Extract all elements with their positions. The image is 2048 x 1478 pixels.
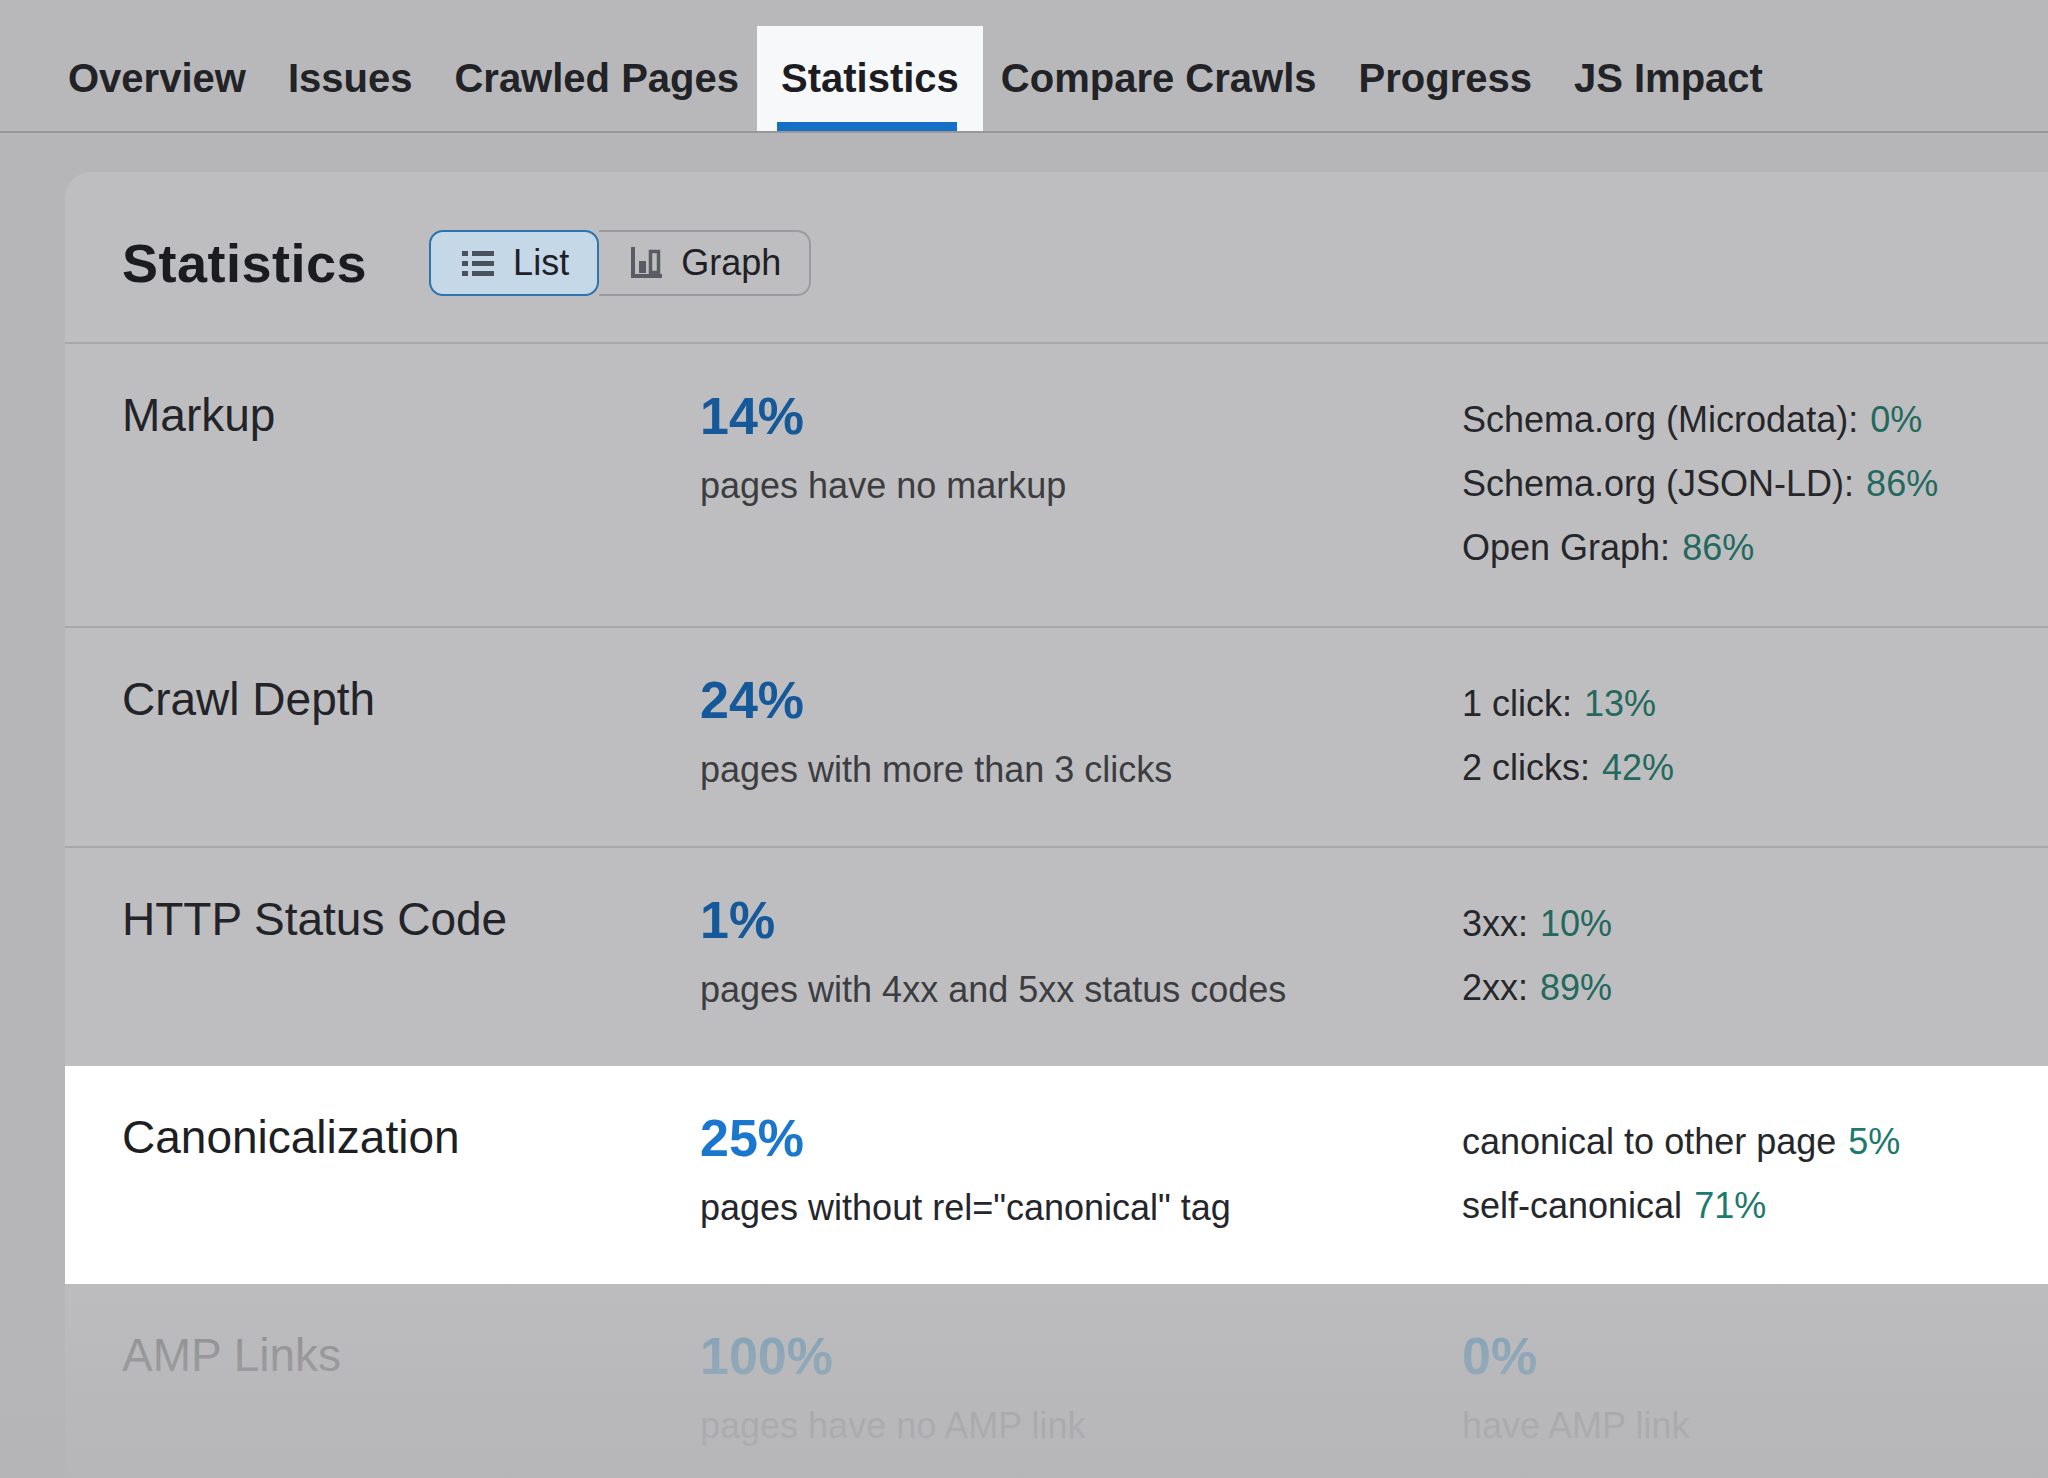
- detail-value-link[interactable]: 89%: [1540, 967, 1612, 1008]
- detail-value-link[interactable]: 5%: [1848, 1121, 1900, 1162]
- stat-row-canonicalization: Canonicalization 25% pages without rel="…: [65, 1066, 2048, 1284]
- detail-line: canonical to other page 5%: [1462, 1110, 1992, 1174]
- stat-description: pages with more than 3 clicks: [700, 749, 1462, 791]
- detail-line: self-canonical 71%: [1462, 1174, 1992, 1238]
- graph-view-label: Graph: [681, 242, 781, 284]
- stat-row-markup: Markup 14% pages have no markup Schema.o…: [65, 342, 2048, 626]
- detail-line: Schema.org (Microdata): 0%: [1462, 388, 1992, 452]
- tab-overview[interactable]: Overview: [68, 56, 246, 101]
- list-view-label: List: [513, 242, 569, 284]
- detail-label: 2 clicks:: [1462, 747, 1590, 788]
- stat-row-crawl-depth: Crawl Depth 24% pages with more than 3 c…: [65, 626, 2048, 846]
- detail-line: 2xx: 89%: [1462, 956, 1992, 1020]
- row-secondary-stat: 0% have AMP link: [1462, 1328, 1992, 1447]
- detail-line: Open Graph: 86%: [1462, 516, 1992, 580]
- stat-percentage-link[interactable]: 25%: [700, 1110, 1462, 1167]
- row-main-stat: 24% pages with more than 3 clicks: [700, 672, 1462, 800]
- detail-label: self-canonical: [1462, 1185, 1682, 1226]
- active-tab-underline: [777, 122, 957, 131]
- detail-value-link[interactable]: 13%: [1584, 683, 1656, 724]
- detail-value-link[interactable]: 86%: [1682, 527, 1754, 568]
- stat-row-amp-links: AMP Links 100% pages have no AMP link 0%…: [65, 1284, 2048, 1478]
- tab-compare-crawls[interactable]: Compare Crawls: [1001, 56, 1317, 101]
- stat-row-http-status-code: HTTP Status Code 1% pages with 4xx and 5…: [65, 846, 2048, 1066]
- row-details: 1 click: 13% 2 clicks: 42%: [1462, 672, 1992, 800]
- tab-statistics[interactable]: Statistics: [757, 26, 983, 131]
- stat-percentage-link[interactable]: 1%: [700, 892, 1462, 949]
- statistics-panel: Statistics List: [65, 172, 2048, 1478]
- stat-percentage-link[interactable]: 14%: [700, 388, 1462, 445]
- stat-percentage-link[interactable]: 100%: [700, 1328, 1462, 1385]
- stat-percentage-link[interactable]: 0%: [1462, 1328, 1992, 1385]
- detail-label: 2xx:: [1462, 967, 1528, 1008]
- row-label: Markup: [122, 388, 700, 580]
- row-label: Canonicalization: [122, 1110, 700, 1238]
- detail-line: 3xx: 10%: [1462, 892, 1992, 956]
- detail-label: Schema.org (JSON-LD):: [1462, 463, 1854, 504]
- row-label: AMP Links: [122, 1328, 700, 1447]
- detail-line: 2 clicks: 42%: [1462, 736, 1992, 800]
- detail-value-link[interactable]: 71%: [1694, 1185, 1766, 1226]
- detail-label: 1 click:: [1462, 683, 1572, 724]
- detail-label: Schema.org (Microdata):: [1462, 399, 1858, 440]
- page-title: Statistics: [122, 232, 367, 294]
- stat-description: have AMP link: [1462, 1405, 1992, 1447]
- row-main-stat: 1% pages with 4xx and 5xx status codes: [700, 892, 1462, 1020]
- site-audit-statistics-screen: Overview Issues Crawled Pages Statistics…: [0, 0, 2048, 1478]
- row-label: Crawl Depth: [122, 672, 700, 800]
- bar-chart-icon: [627, 244, 665, 282]
- tab-crawled-pages[interactable]: Crawled Pages: [454, 56, 739, 101]
- tab-progress[interactable]: Progress: [1359, 56, 1532, 101]
- detail-value-link[interactable]: 10%: [1540, 903, 1612, 944]
- audit-tab-bar: Overview Issues Crawled Pages Statistics…: [0, 0, 2048, 133]
- detail-value-link[interactable]: 42%: [1602, 747, 1674, 788]
- stat-description: pages have no markup: [700, 465, 1462, 507]
- row-main-stat: 25% pages without rel="canonical" tag: [700, 1110, 1462, 1238]
- row-details: canonical to other page 5% self-canonical…: [1462, 1110, 1992, 1238]
- detail-line: 1 click: 13%: [1462, 672, 1992, 736]
- stat-percentage-link[interactable]: 24%: [700, 672, 1462, 729]
- stat-description: pages without rel="canonical" tag: [700, 1187, 1462, 1229]
- tab-statistics-label: Statistics: [781, 56, 959, 101]
- statistics-panel-header: Statistics List: [65, 172, 2048, 296]
- stat-description: pages with 4xx and 5xx status codes: [700, 969, 1462, 1011]
- detail-value-link[interactable]: 0%: [1870, 399, 1922, 440]
- detail-label: 3xx:: [1462, 903, 1528, 944]
- row-label: HTTP Status Code: [122, 892, 700, 1020]
- view-mode-toggle: List Graph: [429, 230, 811, 296]
- row-details: Schema.org (Microdata): 0% Schema.org (JS…: [1462, 388, 1992, 580]
- tab-js-impact[interactable]: JS Impact: [1574, 56, 1763, 101]
- detail-value-link[interactable]: 86%: [1866, 463, 1938, 504]
- stat-description: pages have no AMP link: [700, 1405, 1462, 1447]
- row-main-stat: 100% pages have no AMP link: [700, 1328, 1462, 1447]
- detail-line: Schema.org (JSON-LD): 86%: [1462, 452, 1992, 516]
- list-view-button[interactable]: List: [429, 230, 599, 296]
- list-icon: [459, 244, 497, 282]
- detail-label: Open Graph:: [1462, 527, 1670, 568]
- row-details: 3xx: 10% 2xx: 89%: [1462, 892, 1992, 1020]
- tab-issues[interactable]: Issues: [288, 56, 413, 101]
- graph-view-button[interactable]: Graph: [599, 230, 811, 296]
- detail-label: canonical to other page: [1462, 1121, 1836, 1162]
- row-main-stat: 14% pages have no markup: [700, 388, 1462, 580]
